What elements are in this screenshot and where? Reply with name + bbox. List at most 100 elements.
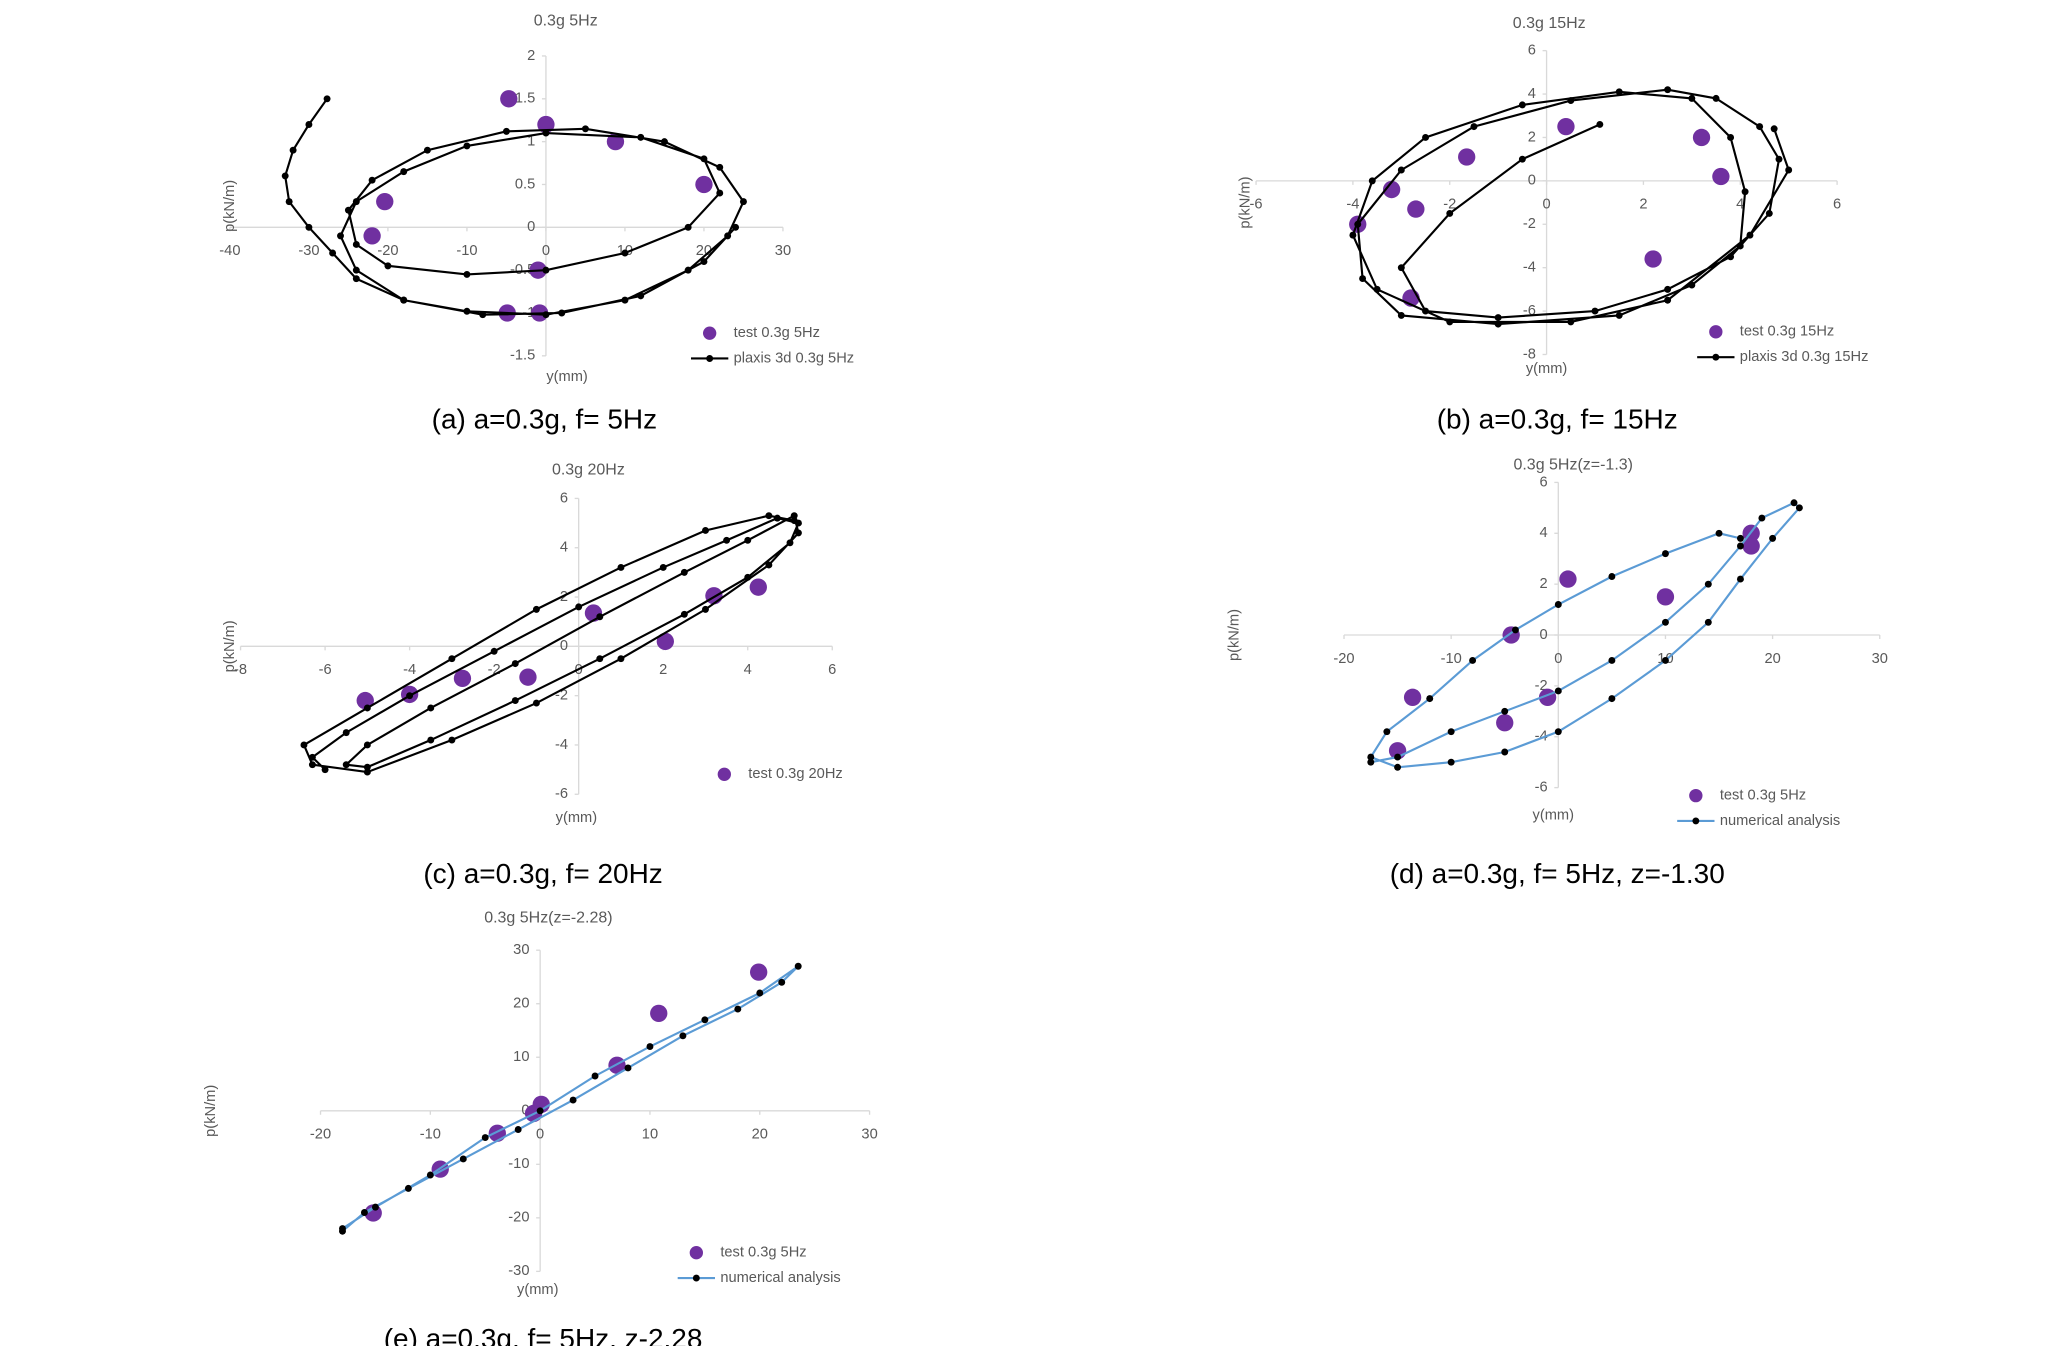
line-marker — [637, 133, 645, 141]
test-point — [1458, 148, 1476, 166]
line-marker — [400, 168, 408, 176]
line-marker — [1511, 626, 1519, 634]
line-marker — [1354, 220, 1362, 228]
line-marker — [1727, 253, 1735, 261]
test-point — [1407, 200, 1425, 218]
line-marker — [1518, 101, 1526, 109]
line-marker — [352, 240, 360, 248]
x-tick-label: 0 — [1554, 651, 1562, 667]
chart-title: 0.3g 15Hz — [1513, 15, 1586, 32]
line-marker — [679, 1032, 687, 1040]
y-tick-label: 10 — [513, 1049, 529, 1065]
line-marker — [1397, 166, 1405, 174]
line-marker — [536, 1107, 544, 1115]
line-marker — [1661, 550, 1669, 558]
y-tick-label: 20 — [513, 996, 529, 1012]
line-marker — [342, 761, 350, 769]
line-marker — [1397, 311, 1405, 319]
y-tick-label: 2 — [560, 589, 568, 605]
y-tick-label: 0 — [1539, 627, 1547, 643]
x-axis-label: y(mm) — [556, 810, 597, 826]
line-marker — [542, 311, 550, 319]
y-tick-label: 30 — [513, 942, 529, 958]
line-marker — [459, 1155, 467, 1163]
test-point — [488, 1124, 506, 1142]
line-marker — [765, 561, 773, 569]
line-marker — [794, 529, 802, 537]
y-tick-label: 0.5 — [515, 176, 535, 192]
y-tick-label: 2 — [527, 48, 535, 64]
test-point — [376, 192, 394, 211]
x-axis-label: y(mm) — [1526, 361, 1567, 377]
line-marker — [1567, 97, 1575, 105]
line-marker — [423, 146, 431, 154]
test-point — [1656, 588, 1675, 606]
x-tick-label: 0 — [1543, 197, 1551, 213]
line-marker — [1615, 88, 1623, 96]
line-marker — [1769, 534, 1777, 542]
line-marker — [744, 573, 752, 581]
test-point — [749, 578, 767, 596]
line-marker — [1518, 155, 1526, 163]
line-marker — [794, 962, 802, 970]
legend-label: test 0.3g 5Hz — [720, 1245, 806, 1261]
y-tick-label: -4 — [1523, 260, 1536, 276]
line-marker — [596, 613, 604, 621]
line-marker — [321, 766, 329, 774]
x-tick-label: 20 — [696, 243, 712, 259]
x-tick-label: -20 — [1333, 651, 1354, 667]
legend-marker — [706, 355, 714, 362]
line-marker — [1501, 748, 1509, 756]
line-marker — [514, 1126, 522, 1133]
y-tick-label: -1.5 — [510, 348, 535, 364]
y-tick-label: 6 — [1539, 474, 1547, 490]
x-tick-label: 4 — [1736, 197, 1744, 213]
test-point — [695, 175, 713, 194]
legend-marker — [689, 1246, 703, 1260]
series-line — [302, 514, 800, 774]
line-marker — [575, 603, 583, 611]
line-marker — [765, 512, 773, 520]
test-point — [650, 1004, 668, 1023]
chart-title: 0.3g 5Hz(z=-2.28) — [484, 909, 612, 926]
line-marker — [1664, 296, 1672, 304]
test-point — [500, 90, 518, 108]
line-marker — [1554, 728, 1562, 736]
x-axis-label: y(mm) — [517, 1282, 558, 1298]
line-marker — [1608, 695, 1616, 703]
x-tick-label: -20 — [377, 243, 398, 259]
series-line — [284, 98, 745, 316]
line-marker — [659, 563, 667, 571]
line-marker — [1712, 94, 1720, 102]
y-tick-label: -2 — [1523, 216, 1536, 232]
y-tick-label: 6 — [1528, 43, 1536, 59]
line-marker — [680, 610, 688, 618]
line-marker — [1790, 499, 1798, 507]
line-marker — [1397, 264, 1405, 272]
x-tick-label: 2 — [659, 662, 667, 678]
line-marker — [596, 655, 604, 663]
line-marker — [581, 125, 589, 133]
line-marker — [778, 978, 786, 986]
line-marker — [790, 512, 798, 520]
line-marker — [448, 736, 456, 744]
y-tick-label: 0 — [560, 638, 568, 654]
line-marker — [700, 258, 708, 266]
legend-marker — [1709, 325, 1723, 339]
line-marker — [680, 568, 688, 576]
test-point — [1692, 128, 1711, 147]
x-tick-label: 30 — [1872, 651, 1888, 667]
line-marker — [637, 292, 645, 300]
line-marker — [404, 1184, 412, 1192]
legend-label: test 0.3g 20Hz — [748, 766, 842, 782]
line-marker — [1494, 314, 1502, 322]
line-marker — [1470, 123, 1478, 131]
line-marker — [1704, 618, 1712, 626]
y-tick-label: 4 — [560, 540, 568, 556]
y-tick-label: 6 — [560, 490, 568, 506]
line-marker — [532, 699, 540, 707]
line-marker — [427, 736, 435, 744]
y-tick-label: 2 — [1528, 129, 1536, 145]
chart-title: 0.3g 20Hz — [552, 462, 625, 479]
